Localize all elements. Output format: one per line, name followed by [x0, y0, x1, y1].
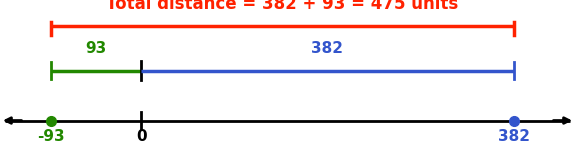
- Text: 93: 93: [85, 41, 106, 56]
- Text: Total distance = 382 + 93 = 475 units: Total distance = 382 + 93 = 475 units: [106, 0, 458, 13]
- Text: -93: -93: [37, 129, 64, 144]
- Text: 382: 382: [312, 41, 343, 56]
- Text: 382: 382: [497, 129, 530, 144]
- Text: 0: 0: [136, 129, 147, 144]
